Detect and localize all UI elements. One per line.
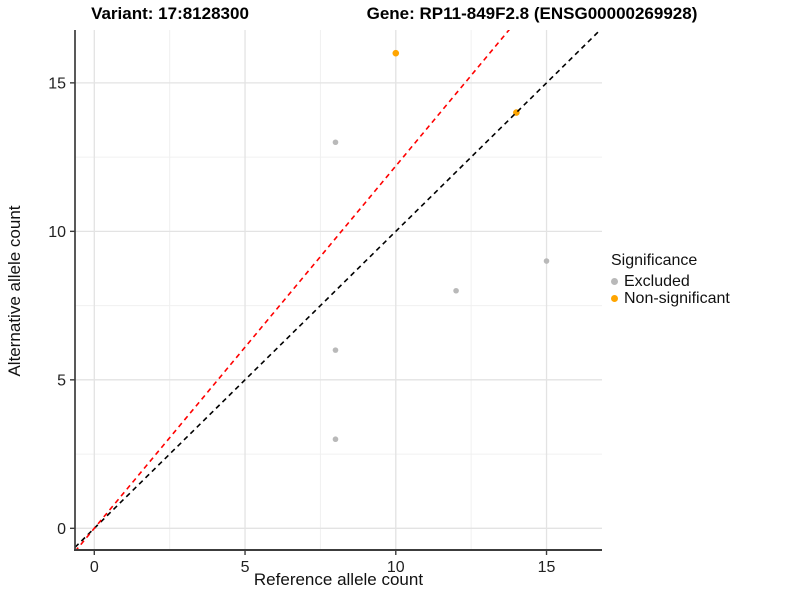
data-point-excluded [332,347,339,353]
x-axis-title: Reference allele count [253,570,424,589]
legend-item-label: Excluded [624,273,690,290]
data-point-excluded [453,287,459,294]
excluded-swatch-icon [611,278,618,285]
legend: Significance Excluded Non-significant [611,252,730,307]
gene-title: Gene: RP11-849F2.8 (ENSG00000269928) [366,4,698,23]
non-significant-swatch-icon [611,295,618,302]
reference-line-identity [75,30,602,548]
y-tick-label: 15 [48,75,66,92]
x-tick-label: 15 [538,559,556,576]
legend-item-label: Non-significant [624,290,730,307]
legend-item-excluded: Excluded [611,273,730,290]
legend-item-non-significant: Non-significant [611,290,730,307]
legend-title: Significance [611,252,698,269]
y-axis-title: Alternative allele count [5,205,24,377]
y-tick-label: 0 [57,521,66,538]
variant-title: Variant: 17:8128300 [91,4,249,23]
reference-line-expected-ratio [75,30,511,550]
x-tick-label: 10 [387,559,405,576]
y-tick-label: 5 [57,372,66,389]
data-point-excluded [332,436,339,443]
data-point-excluded [332,139,339,146]
y-tick-label: 10 [48,224,66,241]
data-point-non-significant [392,49,400,57]
x-tick-label: 5 [241,559,250,576]
data-point-excluded [543,258,550,264]
x-tick-label: 0 [90,559,99,576]
